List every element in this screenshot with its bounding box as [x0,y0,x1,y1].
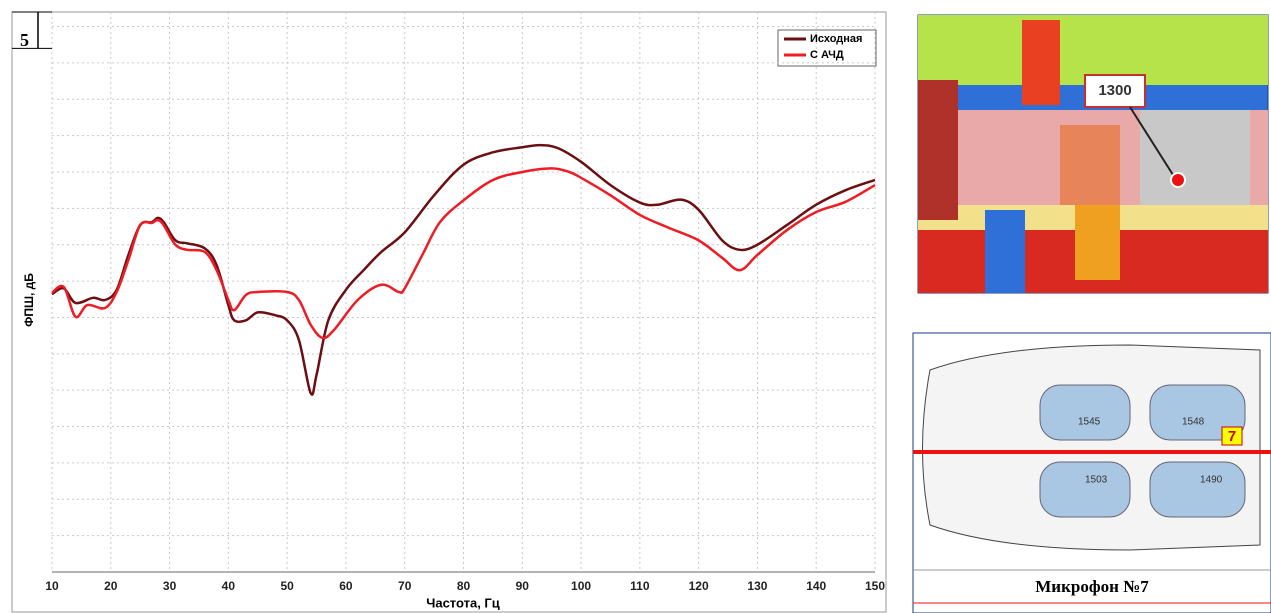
cabin-image: 1545 1548 1503 1490 7 Микрофон №7 [913,333,1271,613]
legend-label: С АЧД [810,49,844,61]
x-tick-label: 110 [630,579,650,593]
x-tick-label: 120 [689,579,709,593]
x-tick-label: 150 [865,579,885,593]
seat-label: 1548 [1182,417,1205,428]
x-tick-label: 20 [104,579,118,593]
x-tick-label: 140 [806,579,826,593]
x-tick-label: 90 [516,579,530,593]
y-axis-label: ФПШ, дБ [22,273,36,327]
x-tick-label: 30 [163,579,177,593]
caption: Микрофон №7 [1035,577,1149,596]
seat-label: 1503 [1085,475,1108,486]
x-tick-label: 70 [398,579,412,593]
seat-label: 1490 [1200,475,1223,486]
body-image: 1300 [918,15,1268,293]
page: ФПШ, дБ Частота, Гц 5 1300 1545 1548 150… [0,0,1271,613]
x-axis-label: Частота, Гц [426,595,500,610]
legend-label: Исходная [810,33,862,45]
chart-frame [12,12,886,612]
mic-marker: 7 [1228,428,1236,445]
seat-label: 1545 [1078,417,1101,428]
body-label: 1300 [1098,82,1131,99]
x-tick-label: 130 [747,579,767,593]
x-tick-label: 40 [222,579,236,593]
scale-label: 5 [20,30,29,50]
x-tick-label: 10 [45,579,59,593]
x-tick-label: 100 [571,579,591,593]
x-tick-label: 80 [457,579,471,593]
x-tick-label: 60 [339,579,353,593]
x-tick-label: 50 [280,579,294,593]
